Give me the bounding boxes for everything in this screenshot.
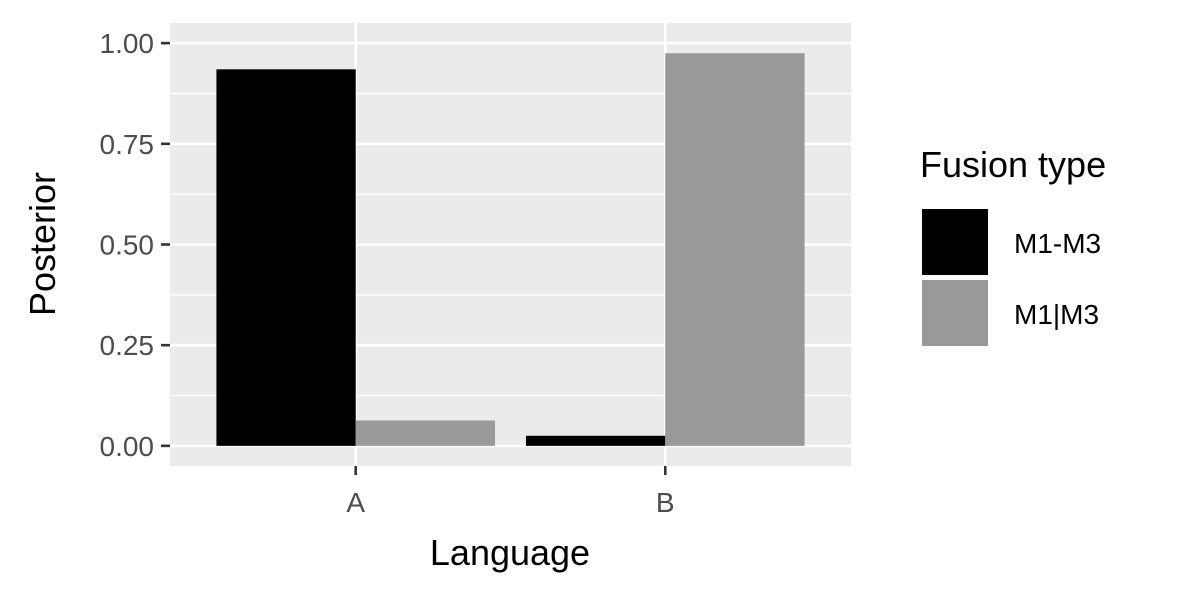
- legend: Fusion type M1-M3 M1|M3: [920, 144, 1106, 346]
- bar-A-M1|M3: [355, 420, 496, 446]
- y-tick-label: 0.25: [100, 330, 155, 361]
- bar-B-M1-M3: [525, 435, 666, 446]
- bar-B-M1|M3: [665, 53, 805, 446]
- x-axis-title: Language: [430, 532, 590, 573]
- x-tick-label: A: [346, 487, 365, 518]
- y-tick-label: 0.00: [100, 431, 155, 462]
- legend-label: M1|M3: [1014, 299, 1099, 330]
- y-tick-label: 0.75: [100, 129, 155, 160]
- legend-title: Fusion type: [920, 144, 1106, 185]
- x-tick-label: B: [656, 487, 675, 518]
- legend-label: M1-M3: [1014, 228, 1101, 259]
- y-tick-label: 1.00: [100, 28, 155, 59]
- y-axis-title: Posterior: [22, 172, 63, 316]
- bar-A-M1-M3: [216, 69, 356, 446]
- bars: [216, 53, 805, 446]
- y-tick-label: 0.50: [100, 230, 155, 261]
- legend-key-M1-M3: [922, 209, 988, 275]
- y-axis: 0.00 0.25 0.50 0.75 1.00: [100, 28, 170, 462]
- legend-key-M1|M3: [922, 280, 988, 346]
